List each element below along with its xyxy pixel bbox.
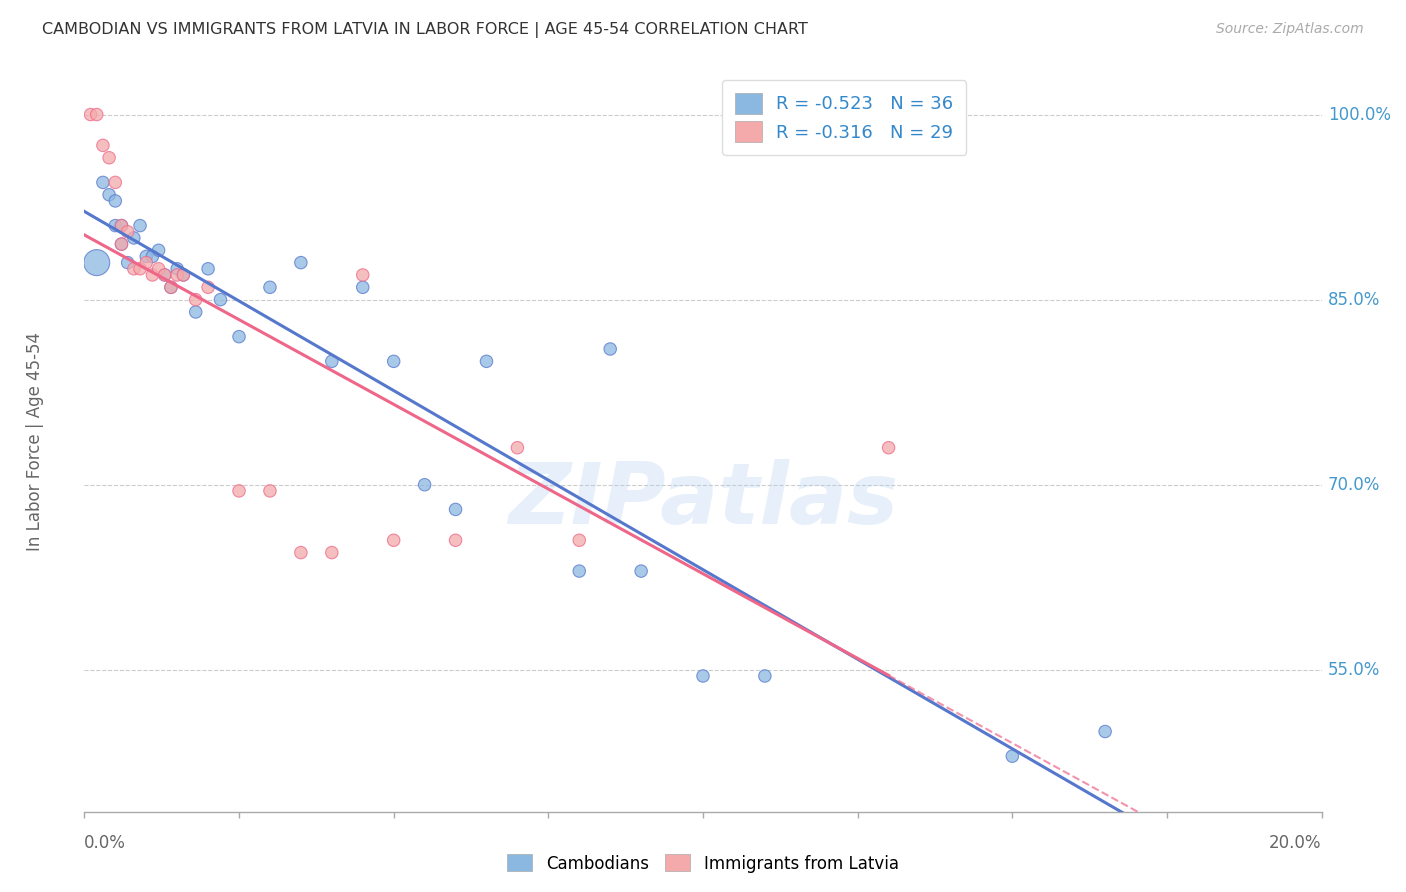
- Point: [352, 268, 374, 282]
- Point: [568, 564, 591, 578]
- Point: [382, 533, 405, 548]
- Legend: Cambodians, Immigrants from Latvia: Cambodians, Immigrants from Latvia: [501, 847, 905, 880]
- Text: Source: ZipAtlas.com: Source: ZipAtlas.com: [1216, 22, 1364, 37]
- Point: [79, 107, 101, 121]
- Point: [413, 477, 436, 491]
- Point: [877, 441, 900, 455]
- Text: 70.0%: 70.0%: [1327, 475, 1381, 494]
- Point: [153, 268, 176, 282]
- Point: [382, 354, 405, 368]
- Point: [172, 268, 194, 282]
- Point: [184, 305, 207, 319]
- Text: 100.0%: 100.0%: [1327, 105, 1391, 124]
- Point: [321, 545, 343, 560]
- Text: In Labor Force | Age 45-54: In Labor Force | Age 45-54: [25, 332, 44, 551]
- Point: [321, 354, 343, 368]
- Point: [98, 187, 121, 202]
- Text: ZIPatlas: ZIPatlas: [508, 459, 898, 542]
- Point: [568, 533, 591, 548]
- Point: [148, 261, 170, 276]
- Point: [444, 533, 467, 548]
- Point: [86, 255, 108, 269]
- Point: [160, 280, 183, 294]
- Text: 55.0%: 55.0%: [1327, 661, 1381, 679]
- Point: [1094, 724, 1116, 739]
- Point: [104, 175, 127, 189]
- Point: [184, 293, 207, 307]
- Point: [141, 268, 163, 282]
- Point: [599, 342, 621, 356]
- Point: [692, 669, 714, 683]
- Text: CAMBODIAN VS IMMIGRANTS FROM LATVIA IN LABOR FORCE | AGE 45-54 CORRELATION CHART: CAMBODIAN VS IMMIGRANTS FROM LATVIA IN L…: [42, 22, 808, 38]
- Point: [209, 293, 232, 307]
- Point: [110, 219, 132, 233]
- Point: [228, 329, 250, 343]
- Point: [290, 255, 312, 269]
- Point: [104, 194, 127, 208]
- Point: [444, 502, 467, 516]
- Point: [129, 261, 152, 276]
- Point: [166, 261, 188, 276]
- Point: [290, 545, 312, 560]
- Point: [135, 249, 157, 264]
- Point: [1001, 749, 1024, 764]
- Legend: R = -0.523   N = 36, R = -0.316   N = 29: R = -0.523 N = 36, R = -0.316 N = 29: [723, 80, 966, 154]
- Point: [197, 261, 219, 276]
- Point: [148, 244, 170, 258]
- Point: [122, 231, 145, 245]
- Point: [160, 280, 183, 294]
- Point: [754, 669, 776, 683]
- Point: [228, 483, 250, 498]
- Point: [117, 255, 139, 269]
- Point: [122, 261, 145, 276]
- Point: [197, 280, 219, 294]
- Point: [153, 268, 176, 282]
- Point: [172, 268, 194, 282]
- Point: [104, 219, 127, 233]
- Point: [98, 151, 121, 165]
- Point: [352, 280, 374, 294]
- Point: [630, 564, 652, 578]
- Point: [91, 138, 114, 153]
- Point: [259, 483, 281, 498]
- Point: [166, 268, 188, 282]
- Point: [135, 255, 157, 269]
- Text: 85.0%: 85.0%: [1327, 291, 1381, 309]
- Point: [475, 354, 498, 368]
- Point: [110, 237, 132, 252]
- Point: [110, 237, 132, 252]
- Point: [129, 219, 152, 233]
- Point: [86, 107, 108, 121]
- Point: [259, 280, 281, 294]
- Point: [91, 175, 114, 189]
- Point: [117, 225, 139, 239]
- Point: [141, 249, 163, 264]
- Point: [110, 219, 132, 233]
- Text: 20.0%: 20.0%: [1270, 834, 1322, 852]
- Point: [506, 441, 529, 455]
- Text: 0.0%: 0.0%: [84, 834, 127, 852]
